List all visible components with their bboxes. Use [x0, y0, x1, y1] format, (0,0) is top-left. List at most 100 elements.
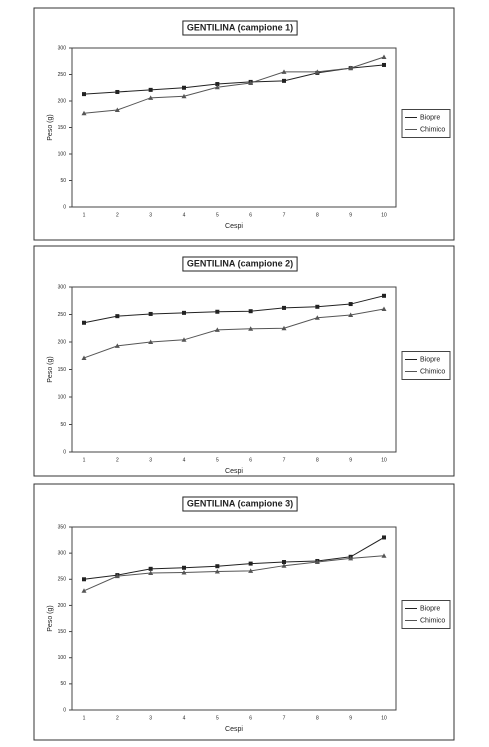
point — [181, 569, 187, 575]
y-tick-label: 350 — [58, 524, 67, 530]
point — [348, 312, 354, 318]
point — [148, 311, 153, 316]
x-tick-label: 8 — [316, 212, 319, 218]
x-axis-label: Cespi — [225, 468, 243, 475]
point — [82, 320, 86, 325]
point — [282, 560, 286, 565]
x-tick-label: 3 — [149, 212, 152, 218]
panel-frame — [33, 7, 455, 241]
point — [148, 87, 153, 92]
x-tick-label: 8 — [316, 457, 319, 463]
panel-frame — [33, 483, 455, 741]
series-line — [83, 295, 385, 324]
point — [381, 54, 387, 60]
legend-label: Chimico — [420, 617, 445, 624]
y-tick-label: 0 — [63, 707, 66, 713]
panel-frame — [33, 245, 455, 477]
point — [215, 564, 220, 569]
point — [148, 95, 154, 100]
y-tick-label: 300 — [58, 550, 67, 556]
chart-title: GENTILINA (campione 2) — [187, 258, 293, 268]
point — [182, 310, 186, 315]
point — [115, 89, 120, 94]
point — [381, 553, 387, 558]
y-tick-label: 250 — [58, 312, 67, 318]
y-tick-label: 150 — [58, 629, 67, 635]
x-tick-label: 6 — [249, 212, 252, 218]
series-line — [83, 64, 385, 95]
point — [81, 588, 87, 593]
x-tick-label: 6 — [249, 457, 252, 463]
x-tick-label: 6 — [249, 715, 252, 721]
series-line — [83, 56, 385, 114]
point — [181, 93, 187, 99]
y-tick-label: 150 — [58, 125, 67, 131]
x-tick-label: 5 — [216, 457, 219, 463]
legend-label: Chimico — [420, 126, 445, 133]
x-tick-label: 2 — [116, 212, 119, 218]
x-axis-label: Cespi — [225, 726, 243, 733]
x-tick-label: 10 — [381, 715, 387, 721]
point — [215, 309, 220, 314]
point — [348, 65, 354, 71]
x-tick-label: 4 — [183, 212, 186, 218]
y-tick-label: 250 — [58, 577, 67, 583]
y-tick-label: 100 — [58, 151, 67, 157]
title-box — [182, 256, 298, 272]
series-line — [83, 537, 385, 580]
point — [348, 302, 353, 307]
point — [214, 327, 220, 332]
x-tick-label: 10 — [381, 457, 387, 463]
x-tick-label: 5 — [216, 715, 219, 721]
point — [82, 577, 86, 582]
series-line — [83, 308, 385, 359]
point — [248, 80, 254, 85]
y-tick-label: 250 — [58, 72, 67, 78]
point — [314, 559, 320, 565]
y-tick-label: 200 — [58, 98, 67, 104]
x-tick-label: 1 — [83, 457, 86, 463]
y-tick-label: 0 — [63, 204, 66, 210]
point — [281, 325, 287, 331]
y-tick-label: 300 — [58, 284, 67, 290]
point — [382, 535, 386, 540]
x-tick-label: 5 — [216, 212, 219, 218]
legend-label: Biopre — [420, 356, 440, 363]
x-tick-label: 9 — [349, 457, 352, 463]
point — [215, 82, 220, 87]
x-tick-label: 3 — [149, 457, 152, 463]
legend-box — [401, 109, 451, 138]
y-tick-label: 200 — [58, 603, 67, 609]
y-tick-label: 200 — [58, 339, 67, 345]
point — [182, 85, 186, 90]
point — [248, 309, 253, 314]
x-tick-label: 4 — [183, 457, 186, 463]
point — [348, 555, 354, 561]
x-axis-label: Cespi — [225, 223, 243, 230]
x-tick-label: 3 — [149, 715, 152, 721]
x-tick-label: 1 — [83, 715, 86, 721]
x-tick-label: 8 — [316, 715, 319, 721]
legend-label: Biopre — [420, 114, 440, 121]
point — [248, 561, 253, 566]
legend-label: Chimico — [420, 368, 445, 375]
legend-box — [401, 600, 451, 629]
chart-title: GENTILINA (campione 3) — [187, 498, 293, 508]
point — [115, 314, 120, 319]
point — [314, 69, 320, 74]
point — [282, 305, 286, 310]
x-tick-label: 10 — [381, 212, 387, 218]
x-tick-label: 1 — [83, 212, 86, 218]
y-axis-label: Peso (g) — [47, 114, 54, 140]
series-line — [83, 555, 385, 592]
y-tick-label: 300 — [58, 45, 67, 51]
x-tick-label: 2 — [116, 715, 119, 721]
point — [114, 343, 120, 348]
x-tick-label: 4 — [183, 715, 186, 721]
y-tick-label: 100 — [58, 394, 67, 400]
y-tick-label: 150 — [58, 367, 67, 373]
y-tick-label: 50 — [60, 178, 66, 184]
point — [114, 107, 120, 113]
point — [281, 69, 287, 74]
